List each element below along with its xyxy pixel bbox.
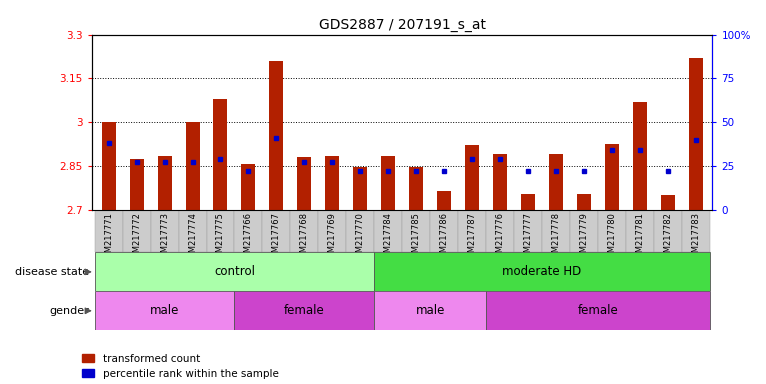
FancyBboxPatch shape (234, 210, 263, 252)
FancyBboxPatch shape (151, 210, 178, 252)
Legend: transformed count, percentile rank within the sample: transformed count, percentile rank withi… (82, 354, 279, 379)
FancyBboxPatch shape (346, 210, 375, 252)
FancyBboxPatch shape (123, 210, 151, 252)
Bar (409, 167, 423, 210)
Bar (486, 291, 709, 330)
Bar (95, 291, 234, 330)
Bar (381, 156, 395, 210)
FancyBboxPatch shape (430, 210, 458, 252)
Bar (129, 159, 144, 210)
Text: GSM217768: GSM217768 (300, 212, 309, 263)
Text: male: male (415, 304, 445, 317)
Text: GSM217776: GSM217776 (496, 212, 505, 263)
Bar (375, 252, 709, 291)
FancyBboxPatch shape (542, 210, 570, 252)
Text: disease state: disease state (15, 267, 89, 277)
FancyBboxPatch shape (626, 210, 653, 252)
Text: GSM217770: GSM217770 (355, 212, 365, 263)
Text: control: control (214, 265, 255, 278)
FancyBboxPatch shape (653, 210, 682, 252)
Text: GSM217777: GSM217777 (523, 212, 532, 263)
Text: GSM217781: GSM217781 (635, 212, 644, 263)
Text: GSM217786: GSM217786 (440, 212, 449, 263)
FancyBboxPatch shape (486, 210, 514, 252)
Text: GSM217775: GSM217775 (216, 212, 225, 263)
Bar (95, 252, 375, 291)
Bar (297, 157, 311, 210)
Bar (353, 167, 367, 210)
Bar (577, 194, 591, 210)
Text: GSM217782: GSM217782 (663, 212, 672, 263)
Text: female: female (284, 304, 325, 317)
Text: GSM217783: GSM217783 (691, 212, 700, 263)
FancyBboxPatch shape (263, 210, 290, 252)
Bar (158, 156, 172, 210)
FancyBboxPatch shape (570, 210, 597, 252)
Bar (549, 154, 563, 210)
Text: GSM217772: GSM217772 (133, 212, 141, 263)
Bar (689, 58, 702, 210)
Text: GSM217773: GSM217773 (160, 212, 169, 263)
Text: GSM217780: GSM217780 (607, 212, 617, 263)
FancyBboxPatch shape (682, 210, 709, 252)
Text: GSM217774: GSM217774 (188, 212, 197, 263)
FancyBboxPatch shape (514, 210, 542, 252)
Text: GSM217778: GSM217778 (552, 212, 561, 263)
FancyBboxPatch shape (207, 210, 234, 252)
Bar (241, 164, 255, 210)
Text: male: male (150, 304, 179, 317)
Bar (493, 154, 507, 210)
Text: female: female (578, 304, 618, 317)
Bar (660, 195, 675, 210)
FancyBboxPatch shape (95, 210, 123, 252)
Bar (375, 291, 486, 330)
FancyBboxPatch shape (319, 210, 346, 252)
Bar (102, 122, 116, 210)
Text: moderate HD: moderate HD (502, 265, 581, 278)
FancyBboxPatch shape (458, 210, 486, 252)
Bar (437, 191, 451, 210)
Text: GSM217787: GSM217787 (467, 212, 476, 263)
FancyBboxPatch shape (402, 210, 430, 252)
Bar (633, 102, 647, 210)
Text: GSM217771: GSM217771 (104, 212, 113, 263)
Bar (605, 144, 619, 210)
FancyBboxPatch shape (290, 210, 319, 252)
Text: GSM217785: GSM217785 (411, 212, 421, 263)
Text: gender: gender (49, 306, 89, 316)
FancyBboxPatch shape (178, 210, 207, 252)
Bar (465, 146, 479, 210)
Bar (326, 156, 339, 210)
Text: GSM217784: GSM217784 (384, 212, 393, 263)
Bar (234, 291, 375, 330)
Bar (214, 99, 228, 210)
Bar (185, 122, 199, 210)
Text: GSM217766: GSM217766 (244, 212, 253, 263)
Text: GSM217779: GSM217779 (579, 212, 588, 263)
FancyBboxPatch shape (375, 210, 402, 252)
Bar (521, 194, 535, 210)
FancyBboxPatch shape (597, 210, 626, 252)
Text: GSM217767: GSM217767 (272, 212, 281, 263)
Title: GDS2887 / 207191_s_at: GDS2887 / 207191_s_at (319, 18, 486, 32)
Bar (270, 61, 283, 210)
Text: GSM217769: GSM217769 (328, 212, 337, 263)
